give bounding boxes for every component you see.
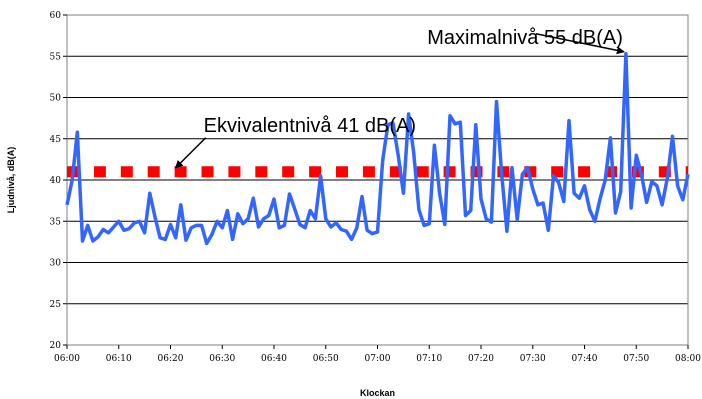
equivalent-level-arrow [174, 137, 207, 169]
y-tick-label: 25 [50, 300, 62, 310]
y-tick-label: 55 [50, 52, 62, 62]
x-tick-label: 07:00 [365, 354, 391, 364]
x-tick-label: 07:50 [623, 354, 649, 364]
y-axis: 20 25 30 35 40 45 50 55 60 [50, 11, 67, 351]
y-tick-label: 30 [50, 259, 62, 269]
x-tick-label: 07:20 [468, 354, 494, 364]
equivalent-level-annotation: Ekvivalentnivå 41 dB(A) [204, 115, 416, 137]
x-tick-label: 07:30 [520, 354, 546, 364]
x-tick-label: 06:40 [261, 354, 287, 364]
y-tick-label: 50 [50, 94, 62, 104]
x-tick-label: 06:20 [158, 354, 184, 364]
y-tick-label: 20 [50, 341, 62, 351]
y-axis-title: Ljudnivå, dB(A) [6, 147, 16, 214]
x-tick-label: 08:00 [675, 354, 701, 364]
x-axis-title: Klockan [360, 388, 395, 398]
x-tick-label: 06:30 [209, 354, 235, 364]
series-layer [65, 52, 690, 246]
x-tick-label: 06:00 [54, 354, 80, 364]
annotations: Maximalnivå 55 dB(A) Ekvivalentnivå 41 dB… [174, 27, 625, 169]
y-tick-label: 40 [50, 176, 62, 186]
y-tick-label: 35 [50, 217, 62, 227]
max-level-annotation: Maximalnivå 55 dB(A) [427, 27, 623, 49]
x-tick-label: 07:40 [572, 354, 598, 364]
x-tick-label: 06:50 [313, 354, 339, 364]
gridlines [67, 14, 688, 346]
x-tick-label: 07:10 [416, 354, 442, 364]
y-tick-label: 45 [50, 135, 62, 145]
measured-level-line [65, 52, 690, 246]
max-level-arrow [535, 33, 625, 55]
x-tick-label: 06:10 [106, 354, 132, 364]
y-tick-label: 60 [50, 11, 62, 21]
x-axis: 06:00 06:10 06:20 06:30 06:40 06:50 07:00 07:10… [54, 345, 701, 364]
